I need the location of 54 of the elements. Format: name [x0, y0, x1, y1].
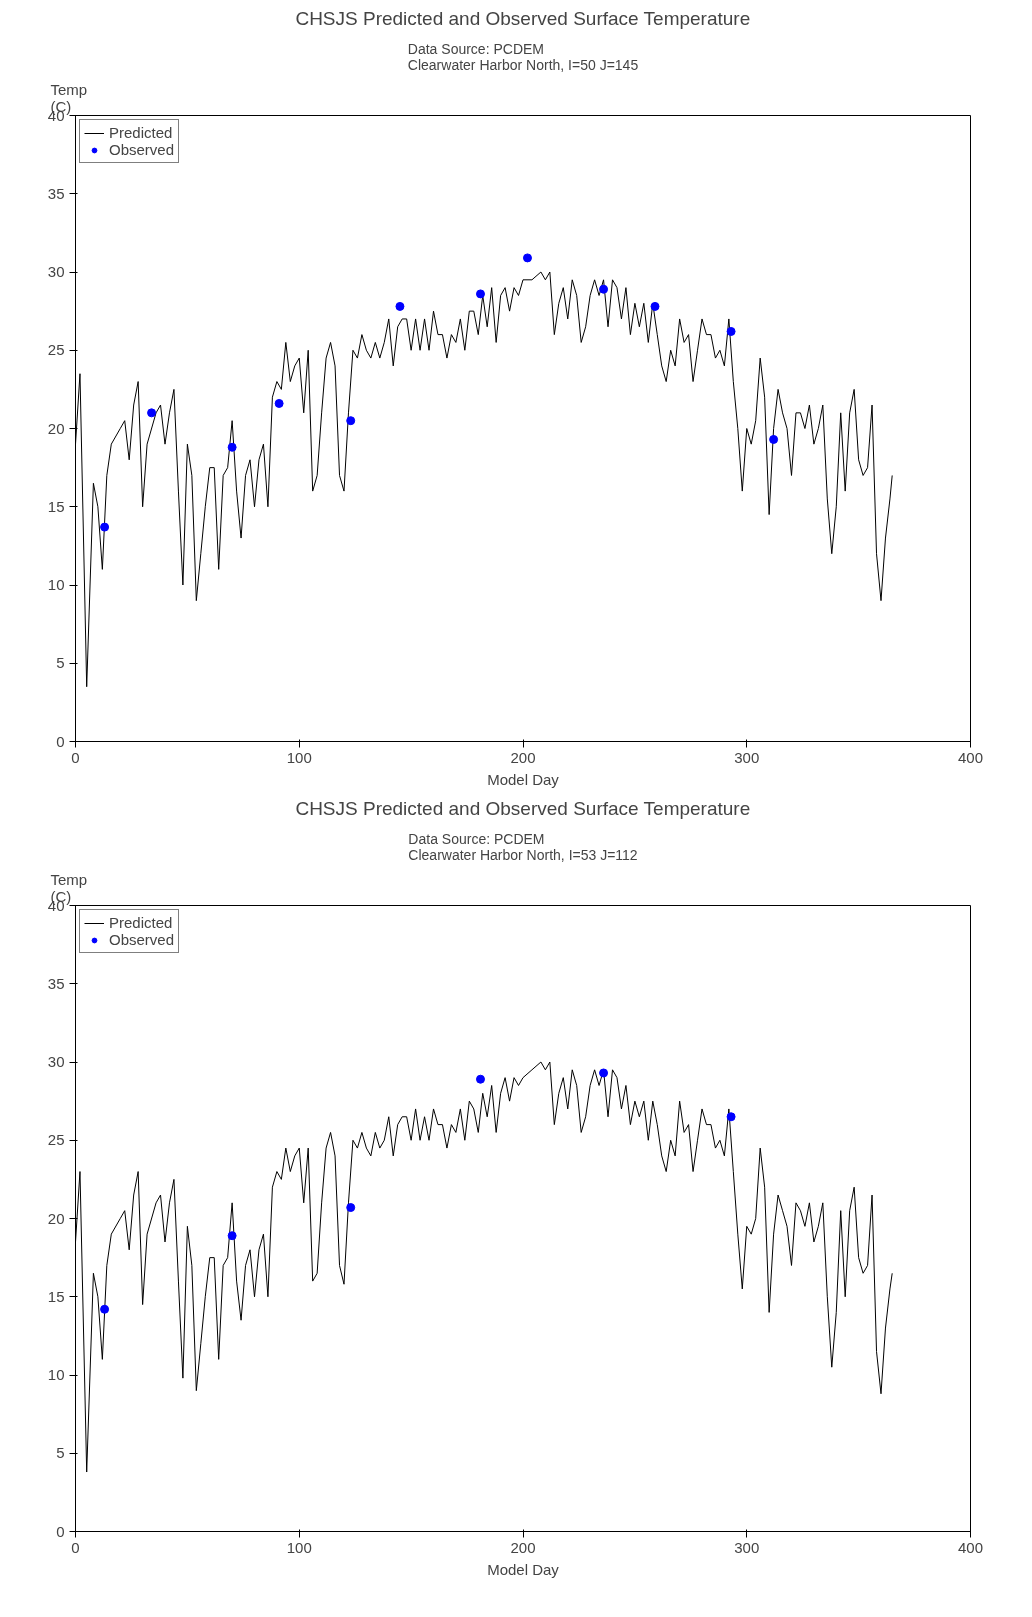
point	[346, 1203, 356, 1213]
chart-subtitle: Data Source: PCDEM Clearwater Harbor North, I=53 J=112	[408, 830, 638, 863]
x-tick-label: 300	[734, 748, 760, 766]
point	[475, 1074, 485, 1084]
point	[346, 416, 356, 426]
x-tick-label: 200	[510, 748, 536, 766]
point	[599, 1068, 609, 1078]
point	[395, 301, 405, 311]
legend-label: Observed	[109, 141, 175, 158]
point	[475, 289, 485, 299]
chart-subtitle: Data Source: PCDEM Clearwater Harbor North, I=50 J=145	[407, 40, 639, 73]
y-tick-label: 20	[47, 419, 65, 437]
point	[726, 1112, 736, 1122]
chart-title: CHSJS Predicted and Observed Surface Temperature	[295, 797, 751, 819]
legend-label: Predicted	[109, 914, 173, 931]
y-tick-label: 35	[47, 184, 65, 202]
point	[100, 1304, 110, 1314]
y-tick-label: 25	[47, 341, 65, 359]
x-tick-label: 300	[734, 1538, 760, 1556]
x-axis-title: Model Day	[487, 1560, 560, 1578]
x-axis-title: Model Day	[487, 770, 560, 788]
y-tick-label: 30	[47, 1053, 65, 1070]
point	[274, 398, 284, 408]
y-tick-label: 10	[47, 1366, 65, 1383]
x-tick-label: 100	[286, 1538, 312, 1556]
chart-title: CHSJS Predicted and Observed Surface Temperature	[295, 7, 751, 29]
point	[726, 326, 736, 336]
legend-label: Predicted	[109, 124, 173, 141]
x-tick-label: 0	[71, 1538, 80, 1556]
point	[147, 408, 157, 418]
y-tick-label: 30	[47, 263, 65, 280]
point	[650, 301, 660, 311]
point	[769, 434, 779, 444]
point	[599, 284, 609, 294]
x-tick-label: 100	[286, 748, 312, 766]
point	[522, 253, 532, 263]
x-tick-label: 200	[510, 1538, 536, 1556]
x-tick-label: 400	[957, 748, 984, 766]
x-tick-label: 400	[957, 1538, 984, 1556]
y-tick-label: 0	[56, 1522, 65, 1540]
y-tick-label: 15	[47, 1287, 65, 1305]
y-tick-label: 0	[56, 732, 65, 750]
y-tick-label: 25	[47, 1131, 65, 1149]
legend-label: Observed	[109, 931, 175, 948]
y-tick-label: 5	[56, 1444, 65, 1462]
point	[227, 1231, 237, 1241]
y-tick-label: 10	[47, 576, 65, 593]
point	[100, 522, 110, 532]
x-tick-label: 0	[71, 748, 80, 766]
y-tick-label: 5	[56, 654, 65, 672]
y-tick-label: 20	[47, 1209, 65, 1227]
y-tick-label: 15	[47, 497, 65, 515]
point	[227, 442, 237, 452]
y-tick-label: 35	[47, 974, 65, 992]
